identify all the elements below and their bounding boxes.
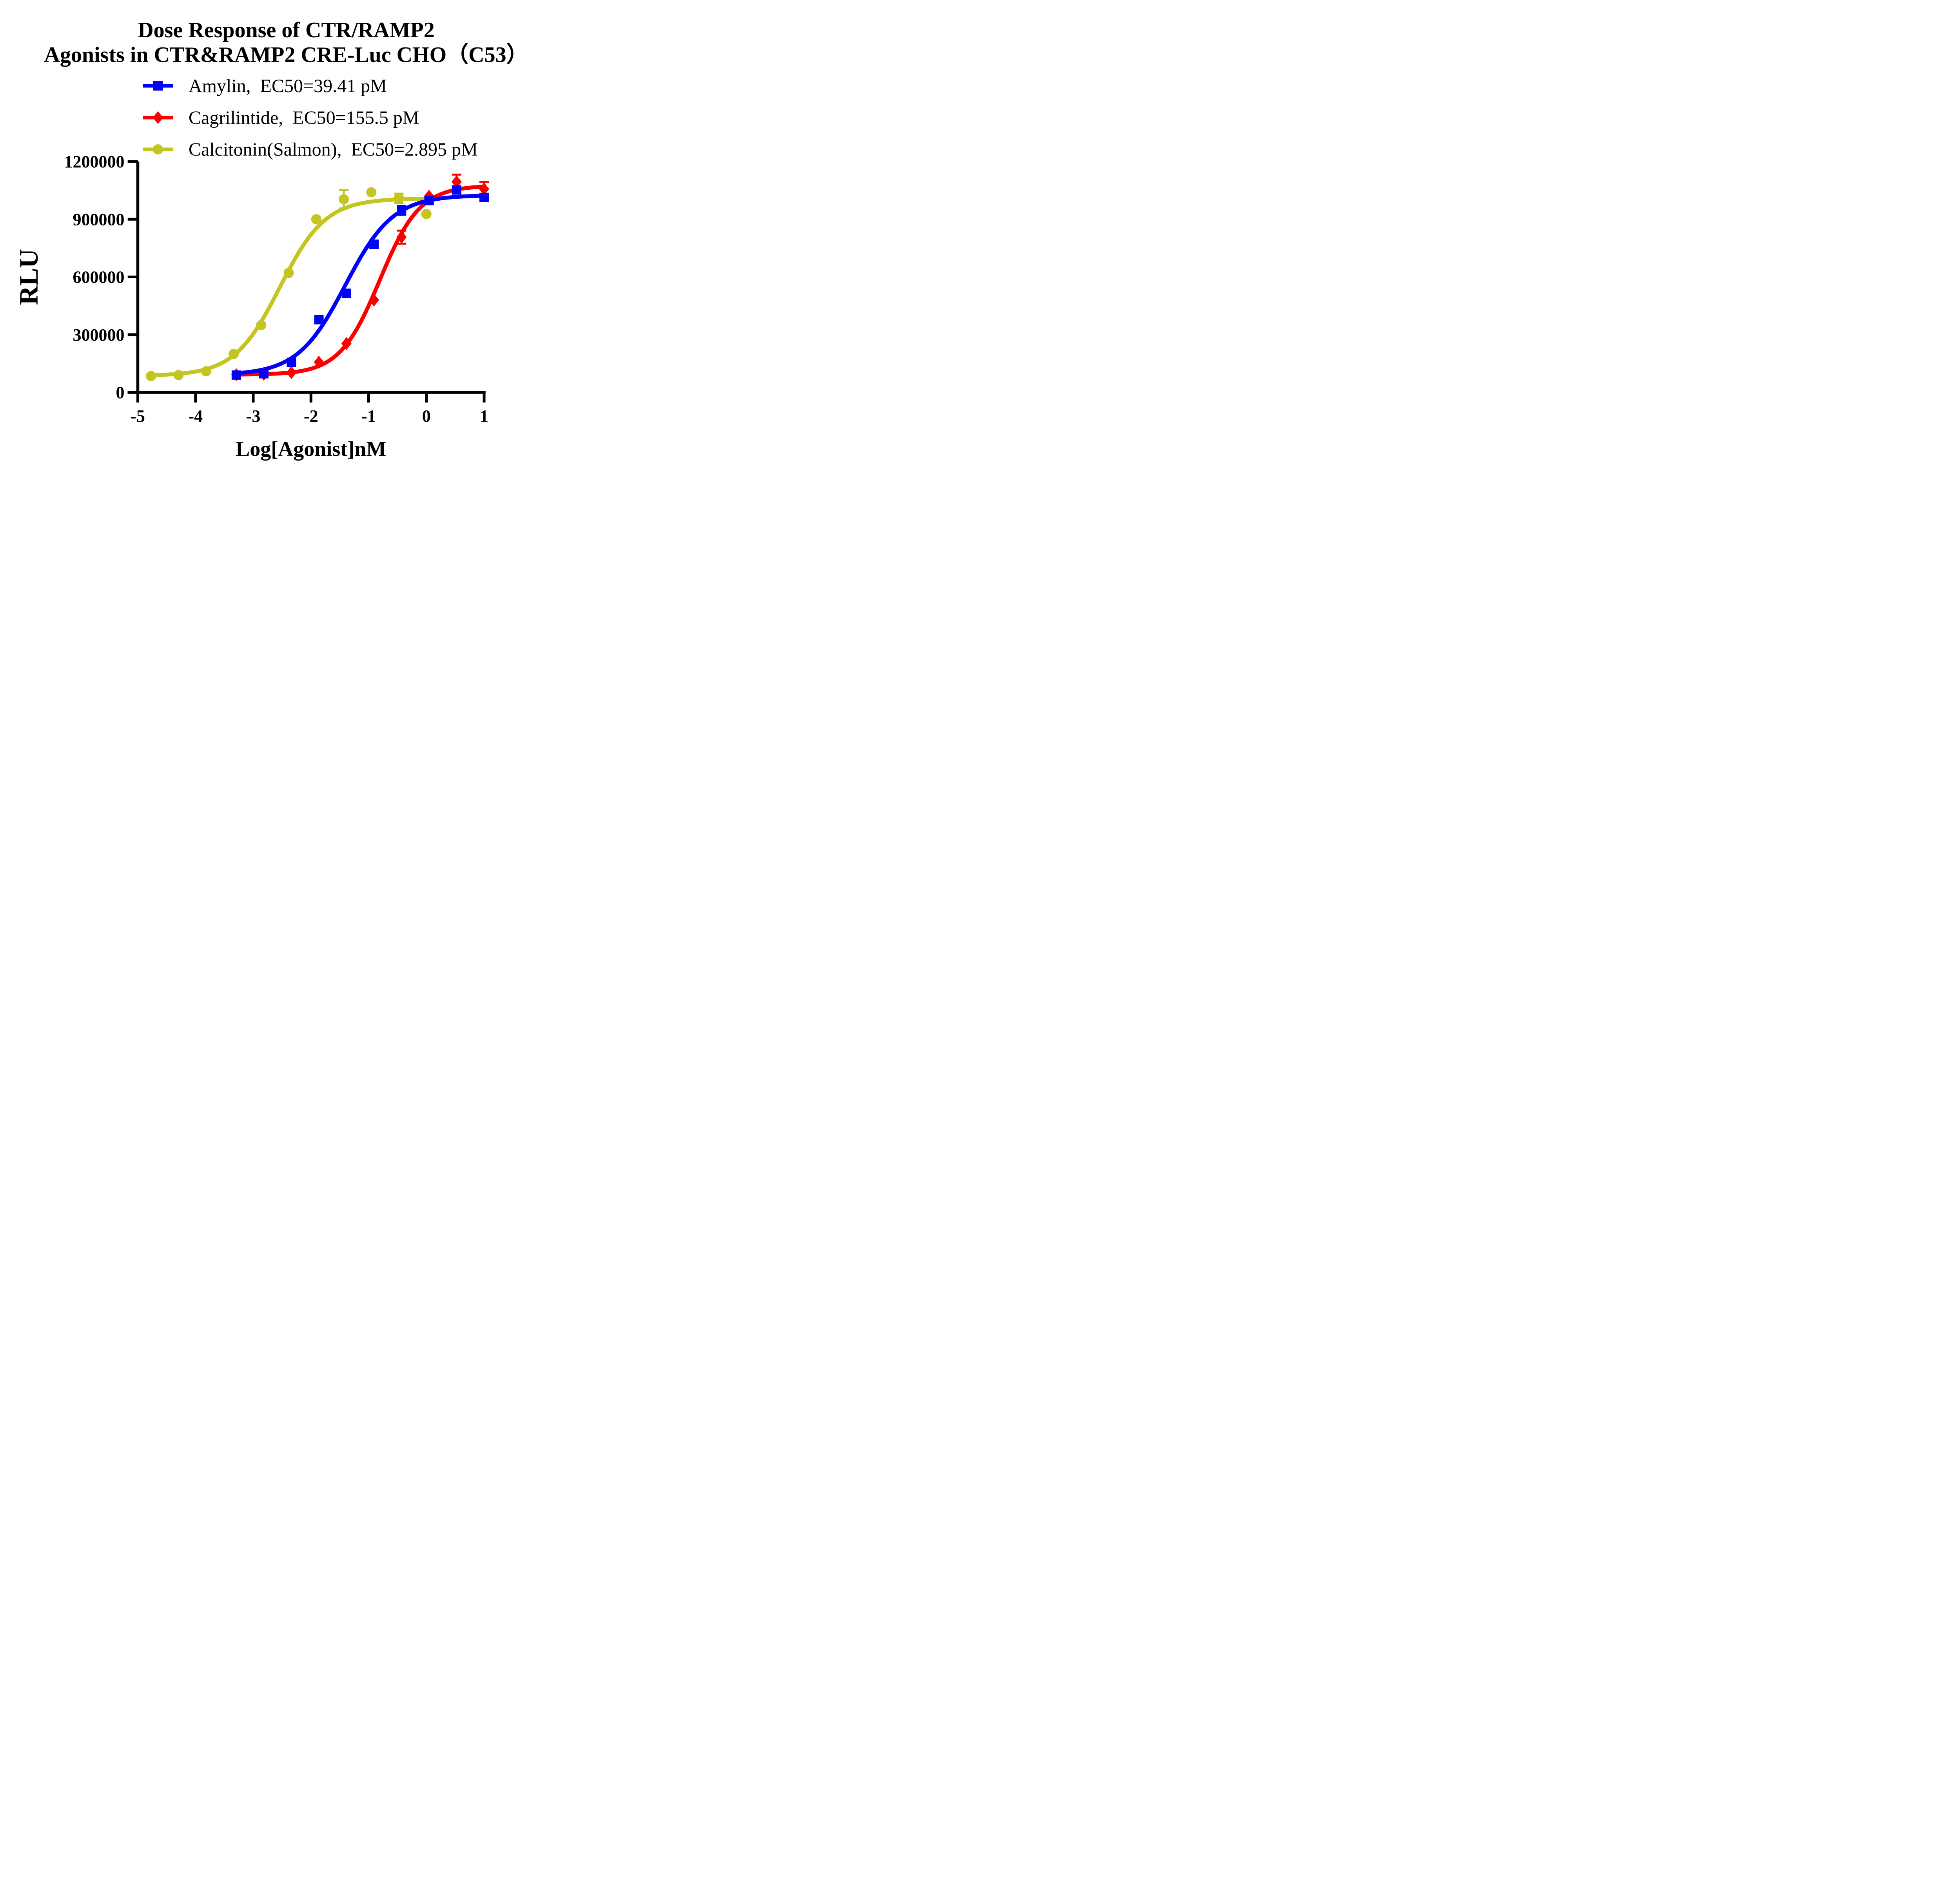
dose-response-figure: Dose Response of CTR/RAMP2 Agonists in C… [0, 0, 550, 476]
legend-item-calcitonin: Calcitonin(Salmon), EC50=2.895 pM [142, 139, 478, 160]
legend-label-cagrilintide: Cagrilintide, EC50=155.5 pM [189, 107, 419, 128]
data-point-amylin [314, 315, 324, 325]
data-point-amylin [287, 358, 296, 367]
x-tick-label: -1 [361, 407, 376, 426]
x-tick-label: -4 [188, 407, 203, 426]
legend-item-amylin: Amylin, EC50=39.41 pM [142, 75, 478, 96]
legend-item-cagrilintide: Cagrilintide, EC50=155.5 pM [142, 107, 478, 128]
data-point-cagrilintide [286, 366, 297, 379]
data-point-calcitonin(salmon) [256, 320, 267, 330]
legend-marker-shape [153, 111, 163, 124]
x-tick-label: -2 [304, 407, 318, 426]
data-point-amylin [231, 370, 241, 380]
legend-label-amylin: Amylin, EC50=39.41 pM [189, 75, 387, 96]
data-point-cagrilintide [396, 230, 407, 244]
data-point-calcitonin(salmon) [201, 366, 211, 377]
data-point-calcitonin(salmon) [421, 209, 432, 219]
x-tick-label: 1 [480, 407, 488, 426]
data-point-cagrilintide [369, 293, 379, 307]
data-point-calcitonin(salmon) [173, 370, 184, 380]
data-point-calcitonin(salmon) [394, 193, 404, 203]
data-point-calcitonin(salmon) [283, 268, 294, 278]
y-tick-label: 300000 [73, 325, 125, 345]
data-point-calcitonin(salmon) [366, 187, 377, 198]
x-axis-title: Log[Agonist]nM [236, 437, 386, 461]
data-point-amylin [397, 205, 407, 215]
data-point-cagrilintide [451, 175, 462, 189]
data-point-cagrilintide [341, 337, 352, 350]
data-point-calcitonin(salmon) [229, 348, 239, 359]
data-point-calcitonin(salmon) [146, 371, 156, 381]
legend-marker-shape [153, 81, 163, 91]
x-tick-label: 0 [422, 407, 431, 426]
data-point-amylin [424, 196, 434, 205]
data-point-amylin [452, 185, 461, 195]
chart-title: Dose Response of CTR/RAMP2 Agonists in C… [24, 18, 549, 68]
data-point-cagrilintide [314, 356, 324, 369]
chart-title-line1: Dose Response of CTR/RAMP2 [138, 18, 435, 42]
y-tick-label: 0 [116, 383, 125, 402]
y-axis-title: RLU [14, 249, 44, 305]
data-point-amylin [479, 192, 489, 202]
y-tick-label: 1200000 [64, 152, 125, 171]
legend-marker-square-icon [143, 81, 173, 91]
data-point-amylin [259, 369, 269, 379]
x-tick-label: -3 [246, 407, 261, 426]
data-point-calcitonin(salmon) [311, 214, 321, 225]
legend-marker-circle-icon [143, 144, 173, 154]
x-tick-label: -5 [131, 407, 145, 426]
dose-response-plot: -5 -4 -3 -2 -1 0 1 0 300000 600000 900000 1200000 Lo… [14, 152, 489, 461]
legend: Amylin, EC50=39.41 pM Cagrilintide, EC50… [142, 75, 478, 160]
legend-marker-diamond-icon [143, 111, 173, 124]
legend-marker-shape [153, 144, 163, 154]
y-tick-label: 600000 [73, 268, 125, 287]
legend-label-calcitonin: Calcitonin(Salmon), EC50=2.895 pM [189, 139, 478, 160]
data-point-calcitonin(salmon) [339, 194, 349, 205]
data-point-cagrilintide [479, 182, 489, 196]
chart-title-line2: Agonists in CTR&RAMP2 CRE-Luc CHO（C53） [44, 43, 528, 67]
data-point-amylin [341, 289, 351, 298]
fit-curve-cagrilintide [234, 184, 486, 377]
y-tick-label: 900000 [73, 210, 125, 229]
data-point-amylin [369, 240, 379, 249]
fit-curve-amylin [234, 194, 486, 376]
